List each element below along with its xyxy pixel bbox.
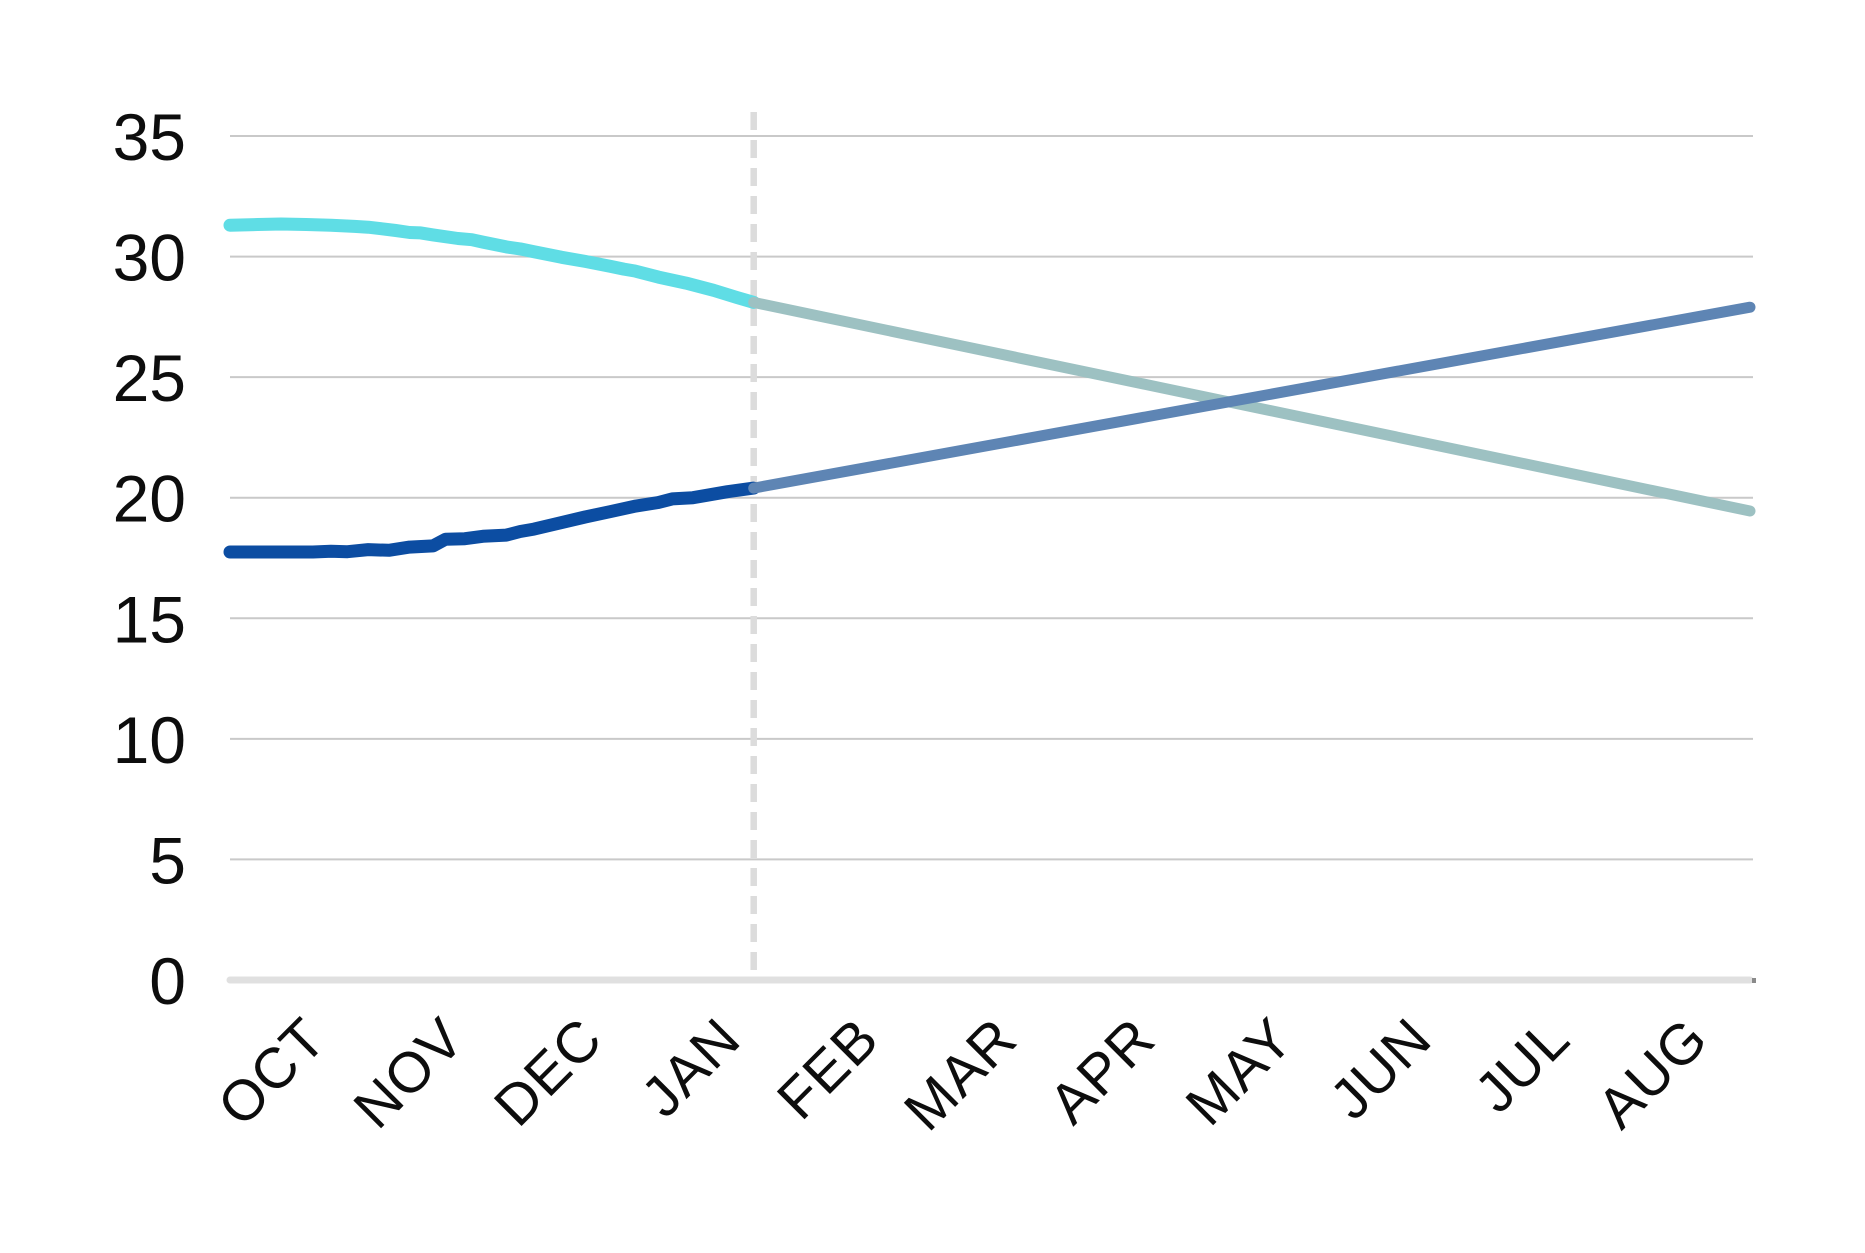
y-tick-label-0: 0 bbox=[149, 944, 186, 1018]
y-tick-label-10: 10 bbox=[113, 703, 186, 777]
x-tick-label-jan: JAN bbox=[629, 1006, 753, 1130]
x-tick-label-may: MAY bbox=[1174, 1006, 1306, 1138]
line-upper-series-historical bbox=[223, 217, 761, 309]
x-tick-label-feb: FEB bbox=[765, 1006, 891, 1132]
line-lower-series-historical bbox=[223, 481, 761, 559]
series-group bbox=[223, 217, 1756, 559]
y-tick-label-25: 25 bbox=[113, 341, 186, 415]
x-axis-labels-group: OCT NOV DEC JAN FEB MAR APR MAY JUN JUL AUG bbox=[206, 1006, 1720, 1143]
x-tick-label-jul: JUL bbox=[1463, 1006, 1582, 1125]
x-tick-label-aug: AUG bbox=[1585, 1006, 1720, 1141]
y-tick-label-5: 5 bbox=[149, 823, 186, 897]
x-tick-label-jun: JUN bbox=[1318, 1006, 1444, 1132]
x-tick-label-oct: OCT bbox=[206, 1006, 338, 1138]
y-tick-label-15: 15 bbox=[113, 582, 186, 656]
x-tick-label-nov: NOV bbox=[342, 1006, 477, 1141]
x-tick-label-mar: MAR bbox=[892, 1006, 1029, 1143]
x-tick-label-apr: APR bbox=[1037, 1006, 1167, 1136]
line-upper-series-forecast bbox=[748, 296, 1756, 517]
y-tick-label-35: 35 bbox=[113, 100, 186, 174]
y-tick-label-30: 30 bbox=[113, 221, 186, 295]
axis-end-tick bbox=[1752, 978, 1756, 983]
y-axis-labels-group: 0 5 10 15 20 25 30 35 bbox=[113, 100, 186, 1018]
y-tick-label-20: 20 bbox=[113, 462, 186, 536]
gridlines-group bbox=[230, 135, 1753, 861]
x-tick-label-dec: DEC bbox=[482, 1006, 614, 1138]
line-lower-series-forecast bbox=[748, 301, 1756, 494]
